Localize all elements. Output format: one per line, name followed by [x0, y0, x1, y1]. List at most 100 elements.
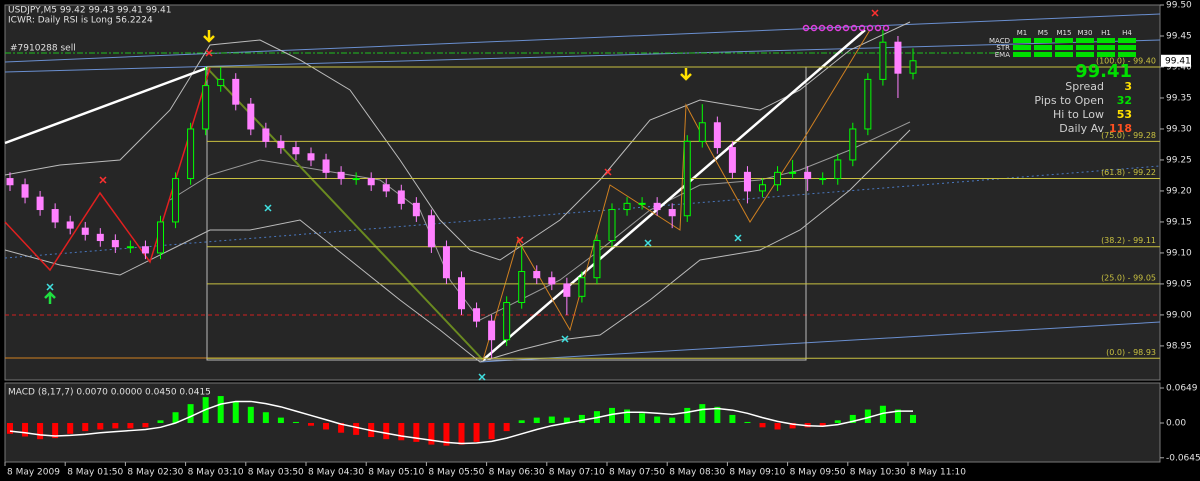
stat-label: Hi to Low [1053, 108, 1104, 121]
macd-bar [338, 423, 345, 433]
candle-body [21, 184, 29, 198]
signal-cross [478, 373, 486, 381]
channel-line [4, 165, 1161, 259]
macd-bar [774, 423, 781, 430]
trend-line [4, 66, 208, 145]
candle-body [683, 140, 691, 217]
fib-label: (100.0) - 99.40 [1096, 56, 1156, 65]
candle-body [322, 159, 330, 173]
timeframe-label: M30 [1078, 29, 1093, 37]
signal-dot [882, 24, 890, 32]
macd-bar [864, 409, 871, 424]
y-tick-label: 99.45 [1166, 31, 1192, 41]
signal-block [1097, 45, 1115, 50]
x-tick-label: 8 May 2009 [7, 468, 60, 478]
x-tick-label: 8 May 09:50 [790, 468, 846, 478]
macd-bar [308, 423, 314, 426]
indicator-label: EMA [995, 51, 1010, 59]
panel-price: 99.41 [1075, 61, 1132, 82]
signal-cross [46, 283, 54, 291]
macd-bar [22, 423, 29, 437]
stat-value: 3 [1124, 80, 1132, 93]
y-tick-label: 0.00 [1166, 419, 1186, 429]
candle-body [247, 103, 255, 130]
channel-line [4, 39, 1161, 73]
candle-body [834, 159, 842, 180]
stat-value: 53 [1117, 108, 1132, 121]
signal-block [1076, 45, 1094, 50]
signal-cross [99, 176, 107, 184]
macd-bar [277, 417, 284, 424]
signal-block [1013, 45, 1031, 50]
macd-bar [699, 404, 706, 424]
macd-bar [262, 412, 269, 424]
signal-cross [644, 239, 652, 247]
macd-bar [894, 409, 901, 424]
x-tick-label: 8 May 07:10 [549, 468, 605, 478]
macd-bar [563, 417, 570, 424]
macd-bar [684, 407, 691, 424]
y-tick-label: -0.0645 [1166, 453, 1200, 463]
macd-bar [473, 423, 480, 442]
candle-body [337, 171, 345, 180]
macd-title: MACD (8,17,7) 0.0070 0.0000 0.0450 0.041… [8, 388, 211, 398]
channel-line [479, 321, 1161, 363]
signal-dot [850, 24, 858, 32]
candle-body [653, 202, 661, 211]
candle-body [578, 277, 586, 297]
x-tick-label: 8 May 09:10 [729, 468, 785, 478]
candle-body [548, 277, 556, 285]
candle-body [563, 283, 571, 297]
signal-cross [205, 49, 213, 57]
candle-body [352, 178, 360, 181]
signal-arrow [680, 68, 692, 81]
x-tick-label: 8 May 03:10 [188, 468, 244, 478]
x-tick-label: 8 May 06:30 [489, 468, 545, 478]
macd-bar [533, 417, 540, 424]
x-tick-label: 8 May 03:50 [248, 468, 304, 478]
candle-body [789, 171, 797, 174]
signal-block [1055, 45, 1073, 50]
y-tick-label: 0.0649 [1166, 384, 1198, 394]
macd-bar [518, 420, 525, 424]
candle-body [96, 233, 104, 242]
candle-body [51, 209, 59, 223]
zigzag [4, 67, 211, 272]
candle-body [804, 171, 812, 180]
timeframe-label: M5 [1038, 29, 1049, 37]
macd-bar [548, 416, 555, 424]
fib-label: (25.0) - 99.05 [1101, 273, 1156, 282]
x-tick-label: 8 May 05:50 [428, 468, 484, 478]
candle-body [819, 178, 827, 181]
y-tick-label: 99.15 [1166, 217, 1192, 227]
candle-body [473, 308, 481, 322]
x-tick-label: 8 May 08:30 [669, 468, 725, 478]
candle-body [713, 122, 721, 149]
signal-dot [826, 24, 834, 32]
signal-dot [842, 24, 850, 32]
x-tick-label: 8 May 01:50 [67, 468, 123, 478]
candle-body [187, 128, 195, 180]
macd-bar [172, 412, 179, 424]
candle-body [518, 271, 526, 304]
signal-cross [604, 168, 612, 176]
candle-body [442, 246, 450, 279]
x-tick-label: 8 May 11:10 [910, 468, 966, 478]
timeframe-label: H1 [1101, 29, 1111, 37]
macd-bar [247, 406, 254, 424]
signal-dot [810, 24, 818, 32]
signal-block [1118, 45, 1136, 50]
macd-bar [789, 423, 796, 429]
signal-block [1034, 52, 1052, 57]
signal-dot [858, 24, 866, 32]
candle-body [909, 60, 917, 74]
candle-body [157, 221, 164, 254]
candle-body [412, 202, 420, 217]
y-tick-label: 99.30 [1166, 124, 1192, 134]
signal-block [1055, 52, 1073, 57]
macd-bar [834, 420, 841, 424]
candle-body [292, 147, 300, 155]
signal-block [1013, 52, 1031, 57]
signal-arrow [44, 291, 56, 304]
